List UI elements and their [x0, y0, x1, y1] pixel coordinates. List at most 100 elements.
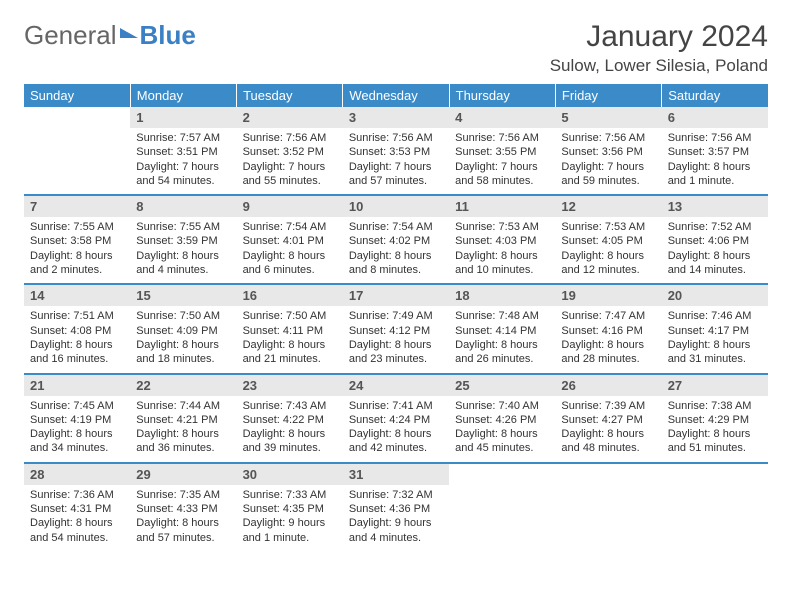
sunrise-line: Sunrise: 7:39 AM [561, 399, 655, 413]
daylight-line: Daylight: 8 hours and 14 minutes. [668, 249, 762, 278]
day-details: Sunrise: 7:55 AMSunset: 3:58 PMDaylight:… [24, 217, 130, 283]
day-number: 20 [662, 285, 768, 306]
calendar-cell: 23Sunrise: 7:43 AMSunset: 4:22 PMDayligh… [237, 374, 343, 463]
sunrise-line: Sunrise: 7:33 AM [243, 488, 337, 502]
sunset-line: Sunset: 3:57 PM [668, 145, 762, 159]
sunrise-line: Sunrise: 7:47 AM [561, 309, 655, 323]
day-details: Sunrise: 7:40 AMSunset: 4:26 PMDaylight:… [449, 396, 555, 462]
calendar-cell: 21Sunrise: 7:45 AMSunset: 4:19 PMDayligh… [24, 374, 130, 463]
day-details: Sunrise: 7:41 AMSunset: 4:24 PMDaylight:… [343, 396, 449, 462]
day-details: Sunrise: 7:53 AMSunset: 4:03 PMDaylight:… [449, 217, 555, 283]
day-details: Sunrise: 7:35 AMSunset: 4:33 PMDaylight:… [130, 485, 236, 551]
daylight-line: Daylight: 8 hours and 8 minutes. [349, 249, 443, 278]
sunrise-line: Sunrise: 7:46 AM [668, 309, 762, 323]
day-details: Sunrise: 7:56 AMSunset: 3:56 PMDaylight:… [555, 128, 661, 194]
daylight-line: Daylight: 8 hours and 1 minute. [668, 160, 762, 189]
calendar-cell: 19Sunrise: 7:47 AMSunset: 4:16 PMDayligh… [555, 284, 661, 373]
day-number: 28 [24, 464, 130, 485]
calendar-body: 1Sunrise: 7:57 AMSunset: 3:51 PMDaylight… [24, 107, 768, 551]
day-details: Sunrise: 7:53 AMSunset: 4:05 PMDaylight:… [555, 217, 661, 283]
day-number: 26 [555, 375, 661, 396]
title-block: January 2024 Sulow, Lower Silesia, Polan… [550, 20, 768, 76]
day-details: Sunrise: 7:50 AMSunset: 4:09 PMDaylight:… [130, 306, 236, 372]
calendar-cell: 11Sunrise: 7:53 AMSunset: 4:03 PMDayligh… [449, 195, 555, 284]
calendar-cell: 13Sunrise: 7:52 AMSunset: 4:06 PMDayligh… [662, 195, 768, 284]
day-details: Sunrise: 7:56 AMSunset: 3:53 PMDaylight:… [343, 128, 449, 194]
calendar-cell [662, 463, 768, 551]
sunset-line: Sunset: 3:58 PM [30, 234, 124, 248]
sunset-line: Sunset: 4:26 PM [455, 413, 549, 427]
day-details: Sunrise: 7:56 AMSunset: 3:55 PMDaylight:… [449, 128, 555, 194]
sunset-line: Sunset: 4:17 PM [668, 324, 762, 338]
day-number: 25 [449, 375, 555, 396]
sunrise-line: Sunrise: 7:48 AM [455, 309, 549, 323]
sunset-line: Sunset: 4:05 PM [561, 234, 655, 248]
day-details: Sunrise: 7:36 AMSunset: 4:31 PMDaylight:… [24, 485, 130, 551]
sunset-line: Sunset: 4:11 PM [243, 324, 337, 338]
day-details: Sunrise: 7:56 AMSunset: 3:52 PMDaylight:… [237, 128, 343, 194]
weekday-header: Wednesday [343, 84, 449, 107]
day-details: Sunrise: 7:50 AMSunset: 4:11 PMDaylight:… [237, 306, 343, 372]
daylight-line: Daylight: 8 hours and 6 minutes. [243, 249, 337, 278]
weekday-header: Sunday [24, 84, 130, 107]
calendar-cell: 27Sunrise: 7:38 AMSunset: 4:29 PMDayligh… [662, 374, 768, 463]
calendar-cell: 16Sunrise: 7:50 AMSunset: 4:11 PMDayligh… [237, 284, 343, 373]
daylight-line: Daylight: 8 hours and 12 minutes. [561, 249, 655, 278]
day-number: 13 [662, 196, 768, 217]
sunset-line: Sunset: 3:59 PM [136, 234, 230, 248]
weekday-header: Monday [130, 84, 236, 107]
day-details: Sunrise: 7:57 AMSunset: 3:51 PMDaylight:… [130, 128, 236, 194]
sunrise-line: Sunrise: 7:49 AM [349, 309, 443, 323]
calendar-row: 7Sunrise: 7:55 AMSunset: 3:58 PMDaylight… [24, 195, 768, 284]
sunset-line: Sunset: 3:53 PM [349, 145, 443, 159]
location-text: Sulow, Lower Silesia, Poland [550, 56, 768, 76]
sunset-line: Sunset: 4:24 PM [349, 413, 443, 427]
daylight-line: Daylight: 8 hours and 4 minutes. [136, 249, 230, 278]
sunset-line: Sunset: 4:14 PM [455, 324, 549, 338]
day-details: Sunrise: 7:54 AMSunset: 4:01 PMDaylight:… [237, 217, 343, 283]
sunset-line: Sunset: 4:06 PM [668, 234, 762, 248]
day-number: 22 [130, 375, 236, 396]
sunrise-line: Sunrise: 7:40 AM [455, 399, 549, 413]
day-number: 24 [343, 375, 449, 396]
calendar-table: SundayMondayTuesdayWednesdayThursdayFrid… [24, 84, 768, 551]
sunset-line: Sunset: 4:29 PM [668, 413, 762, 427]
daylight-line: Daylight: 7 hours and 57 minutes. [349, 160, 443, 189]
day-details: Sunrise: 7:32 AMSunset: 4:36 PMDaylight:… [343, 485, 449, 551]
sunrise-line: Sunrise: 7:44 AM [136, 399, 230, 413]
day-number: 16 [237, 285, 343, 306]
day-number: 15 [130, 285, 236, 306]
sunset-line: Sunset: 4:27 PM [561, 413, 655, 427]
brand-part1: General [24, 20, 117, 51]
calendar-cell: 7Sunrise: 7:55 AMSunset: 3:58 PMDaylight… [24, 195, 130, 284]
sunrise-line: Sunrise: 7:36 AM [30, 488, 124, 502]
calendar-cell: 20Sunrise: 7:46 AMSunset: 4:17 PMDayligh… [662, 284, 768, 373]
sunset-line: Sunset: 4:02 PM [349, 234, 443, 248]
day-details: Sunrise: 7:33 AMSunset: 4:35 PMDaylight:… [237, 485, 343, 551]
sunrise-line: Sunrise: 7:56 AM [668, 131, 762, 145]
sunrise-line: Sunrise: 7:56 AM [455, 131, 549, 145]
calendar-cell [24, 107, 130, 195]
daylight-line: Daylight: 8 hours and 28 minutes. [561, 338, 655, 367]
daylight-line: Daylight: 7 hours and 58 minutes. [455, 160, 549, 189]
sunrise-line: Sunrise: 7:54 AM [243, 220, 337, 234]
day-details: Sunrise: 7:38 AMSunset: 4:29 PMDaylight:… [662, 396, 768, 462]
calendar-row: 28Sunrise: 7:36 AMSunset: 4:31 PMDayligh… [24, 463, 768, 551]
calendar-cell: 10Sunrise: 7:54 AMSunset: 4:02 PMDayligh… [343, 195, 449, 284]
calendar-cell: 9Sunrise: 7:54 AMSunset: 4:01 PMDaylight… [237, 195, 343, 284]
sunrise-line: Sunrise: 7:53 AM [455, 220, 549, 234]
weekday-header: Thursday [449, 84, 555, 107]
calendar-cell: 29Sunrise: 7:35 AMSunset: 4:33 PMDayligh… [130, 463, 236, 551]
daylight-line: Daylight: 7 hours and 55 minutes. [243, 160, 337, 189]
day-details: Sunrise: 7:51 AMSunset: 4:08 PMDaylight:… [24, 306, 130, 372]
sunset-line: Sunset: 4:31 PM [30, 502, 124, 516]
day-details: Sunrise: 7:46 AMSunset: 4:17 PMDaylight:… [662, 306, 768, 372]
header: General Blue January 2024 Sulow, Lower S… [24, 20, 768, 76]
calendar-cell [555, 463, 661, 551]
calendar-cell: 17Sunrise: 7:49 AMSunset: 4:12 PMDayligh… [343, 284, 449, 373]
sunrise-line: Sunrise: 7:50 AM [136, 309, 230, 323]
sunset-line: Sunset: 3:52 PM [243, 145, 337, 159]
sunset-line: Sunset: 4:16 PM [561, 324, 655, 338]
day-number: 1 [130, 107, 236, 128]
calendar-row: 21Sunrise: 7:45 AMSunset: 4:19 PMDayligh… [24, 374, 768, 463]
